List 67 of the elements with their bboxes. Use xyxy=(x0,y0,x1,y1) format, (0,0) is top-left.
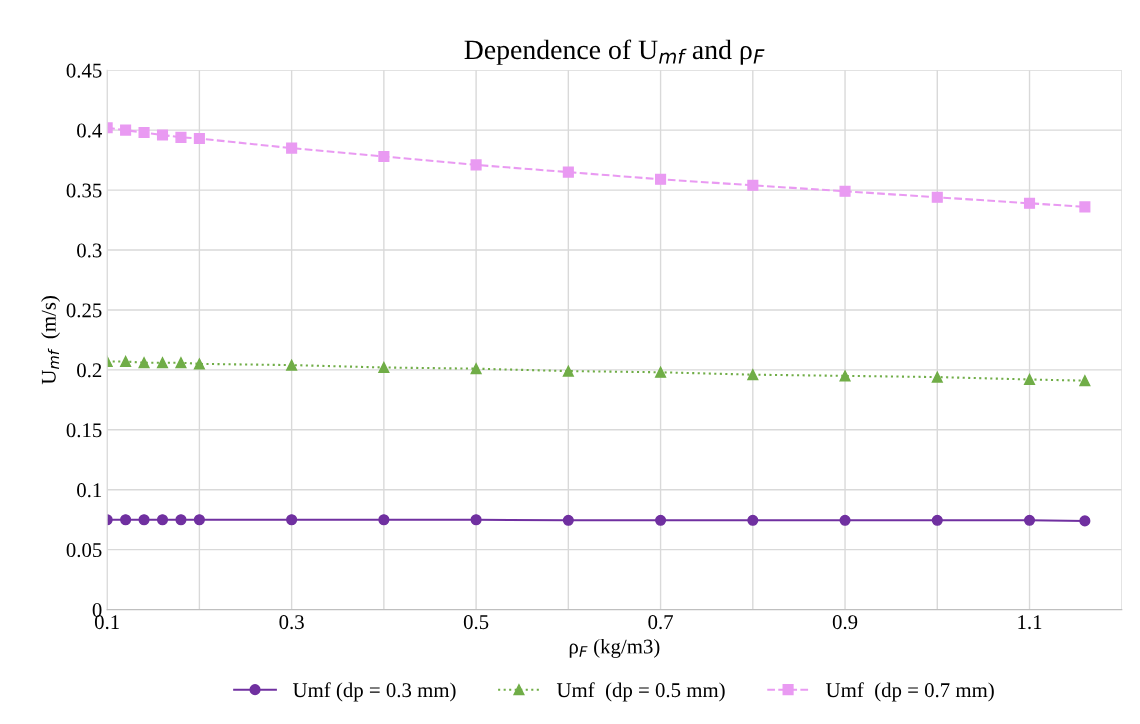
point xyxy=(655,173,667,185)
x-tick-label: 0.5 xyxy=(463,615,489,630)
point xyxy=(1023,373,1036,386)
x-tick-label: 0.1 xyxy=(94,615,119,630)
point xyxy=(1079,515,1091,527)
point xyxy=(839,370,851,382)
legend-label: Umf (dp = 0.3 mm) xyxy=(292,682,456,702)
point xyxy=(655,366,667,378)
point xyxy=(175,131,187,143)
point xyxy=(747,369,759,381)
point xyxy=(470,159,482,171)
y-tick-label: 0.2 xyxy=(77,363,102,378)
point xyxy=(1023,514,1036,526)
point xyxy=(839,514,851,526)
point xyxy=(120,514,132,526)
x-axis-title: ρ$_{F}$ (kg/m3) xyxy=(569,638,660,658)
point xyxy=(175,514,187,526)
point xyxy=(1023,197,1036,209)
point xyxy=(562,365,574,377)
x-tick-label: 1.1 xyxy=(1018,615,1042,630)
point xyxy=(193,132,205,145)
point xyxy=(156,514,169,526)
y-tick-label: 0.05 xyxy=(66,543,102,558)
point xyxy=(378,514,390,526)
point xyxy=(470,363,482,375)
y-tick-label: 0.15 xyxy=(66,423,102,438)
point xyxy=(120,355,132,368)
point xyxy=(138,514,150,526)
point xyxy=(193,358,205,370)
point xyxy=(286,142,298,154)
point xyxy=(470,514,482,526)
point xyxy=(1079,375,1091,387)
point xyxy=(1079,201,1091,213)
point xyxy=(931,191,943,203)
point xyxy=(175,357,187,369)
x-tick-label: 0.7 xyxy=(648,615,673,630)
point xyxy=(378,150,390,163)
y-tick-label: 0.4 xyxy=(77,123,102,138)
point xyxy=(931,514,943,526)
y-tick-label: 0.45 xyxy=(66,63,102,78)
x-tick-label: 0.9 xyxy=(832,615,858,630)
legend-label: Umf (dp = 0.7 mm) xyxy=(826,682,994,702)
point xyxy=(193,514,205,526)
point xyxy=(655,514,667,526)
point xyxy=(839,185,851,197)
point xyxy=(138,357,150,369)
point xyxy=(156,129,169,141)
point xyxy=(120,124,132,136)
point xyxy=(156,357,169,369)
y-tick-label: 0.3 xyxy=(77,243,102,258)
y-tick-label: 0 xyxy=(92,602,102,618)
point xyxy=(747,179,759,191)
point xyxy=(286,359,298,371)
legend-label: Umf (dp = 0.5 mm) xyxy=(556,682,725,702)
y-axis-title: U$_{mf}$ (m/s) xyxy=(41,296,61,385)
point xyxy=(562,166,574,178)
chart-title: Dependence of U$_{mf}$ and ρ$_{F}$ xyxy=(464,39,765,65)
point xyxy=(378,361,390,374)
point xyxy=(931,371,943,383)
point xyxy=(138,127,150,139)
y-tick-label: 0.1 xyxy=(77,483,102,498)
y-tick-label: 0.35 xyxy=(66,183,102,198)
point xyxy=(562,514,574,526)
y-tick-label: 0.25 xyxy=(66,303,102,318)
point xyxy=(286,514,298,526)
x-tick-label: 0.3 xyxy=(279,615,304,630)
point xyxy=(747,514,759,526)
